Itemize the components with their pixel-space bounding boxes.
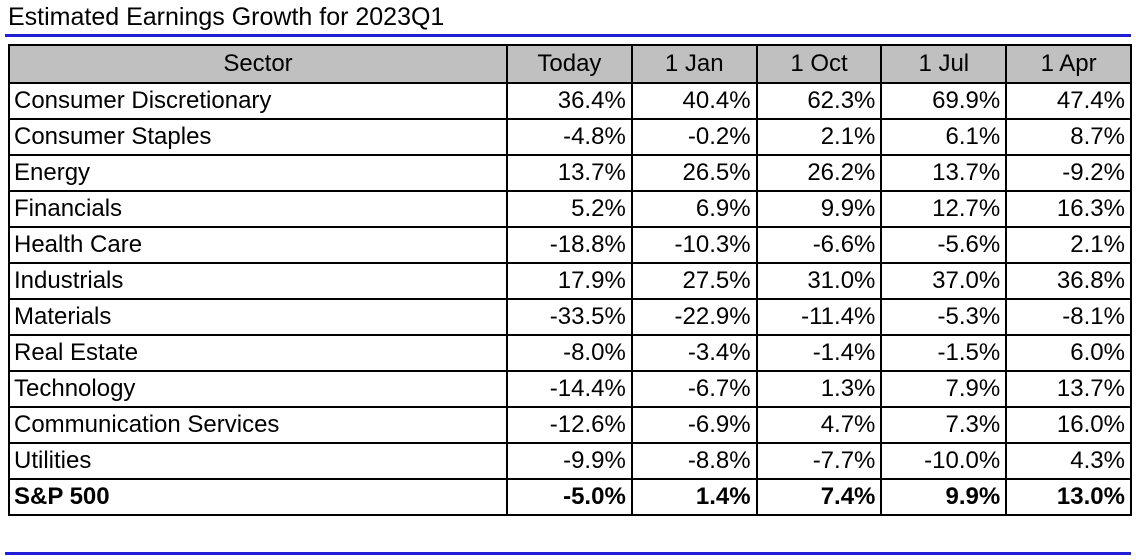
column-header-1-jul: 1 Jul <box>880 44 1008 84</box>
value-cell: 26.5% <box>630 154 758 192</box>
sector-cell: Financials <box>8 190 508 228</box>
value-cell: -8.8% <box>630 442 758 480</box>
value-cell: -10.3% <box>630 226 758 264</box>
value-cell: 13.0% <box>1005 478 1132 516</box>
value-cell: 12.7% <box>880 190 1008 228</box>
title-rule <box>5 34 1131 37</box>
value-cell: -9.9% <box>506 442 633 480</box>
value-cell: 16.3% <box>1005 190 1132 228</box>
value-cell: -10.0% <box>880 442 1008 480</box>
table-row: Health Care -18.8% -10.3% -6.6% -5.6% 2.1% <box>8 226 1132 264</box>
sector-cell: Health Care <box>8 226 508 264</box>
value-cell: -1.5% <box>880 334 1008 372</box>
value-cell: 27.5% <box>630 262 758 300</box>
value-cell: 9.9% <box>755 190 883 228</box>
sector-cell: Energy <box>8 154 508 192</box>
value-cell: 37.0% <box>880 262 1008 300</box>
table-row: Communication Services -12.6% -6.9% 4.7% 7.3… <box>8 406 1132 444</box>
value-cell: -5.3% <box>880 298 1008 336</box>
value-cell: 16.0% <box>1005 406 1132 444</box>
table-row: Real Estate -8.0% -3.4% -1.4% -1.5% 6.0% <box>8 334 1132 372</box>
value-cell: 26.2% <box>755 154 883 192</box>
sector-cell: S&P 500 <box>8 478 508 516</box>
value-cell: 6.1% <box>880 118 1008 156</box>
value-cell: 8.7% <box>1005 118 1132 156</box>
value-cell: -8.0% <box>506 334 633 372</box>
table-row: Financials 5.2% 6.9% 9.9% 12.7% 16.3% <box>8 190 1132 228</box>
value-cell: 13.7% <box>880 154 1008 192</box>
sector-cell: Industrials <box>8 262 508 300</box>
value-cell: -9.2% <box>1005 154 1132 192</box>
value-cell: 62.3% <box>755 82 883 120</box>
table-row: Consumer Discretionary 36.4% 40.4% 62.3% 69.… <box>8 82 1132 120</box>
sector-cell: Utilities <box>8 442 508 480</box>
column-header-1-jan: 1 Jan <box>630 44 758 84</box>
column-header-1-apr: 1 Apr <box>1005 44 1132 84</box>
value-cell: 4.7% <box>755 406 883 444</box>
table-title: Estimated Earnings Growth for 2023Q1 <box>8 3 445 31</box>
value-cell: 7.3% <box>880 406 1008 444</box>
value-cell: -1.4% <box>755 334 883 372</box>
value-cell: -22.9% <box>630 298 758 336</box>
value-cell: -6.6% <box>755 226 883 264</box>
table-row: Utilities -9.9% -8.8% -7.7% -10.0% 4.3% <box>8 442 1132 480</box>
value-cell: 36.4% <box>506 82 633 120</box>
value-cell: 2.1% <box>1005 226 1132 264</box>
value-cell: 13.7% <box>1005 370 1132 408</box>
value-cell: -3.4% <box>630 334 758 372</box>
value-cell: -4.8% <box>506 118 633 156</box>
column-header-today: Today <box>506 44 633 84</box>
sector-cell: Real Estate <box>8 334 508 372</box>
value-cell: -0.2% <box>630 118 758 156</box>
column-header-1-oct: 1 Oct <box>755 44 883 84</box>
column-header-sector: Sector <box>8 44 508 84</box>
value-cell: -18.8% <box>506 226 633 264</box>
bottom-rule <box>5 552 1131 555</box>
value-cell: 17.9% <box>506 262 633 300</box>
value-cell: 6.9% <box>630 190 758 228</box>
table-row: Consumer Staples -4.8% -0.2% 2.1% 6.1% 8.7% <box>8 118 1132 156</box>
earnings-growth-table: Sector Today 1 Jan 1 Oct 1 Jul 1 Apr Con… <box>8 44 1132 516</box>
value-cell: 31.0% <box>755 262 883 300</box>
sector-cell: Communication Services <box>8 406 508 444</box>
value-cell: -5.6% <box>880 226 1008 264</box>
sector-cell: Technology <box>8 370 508 408</box>
value-cell: 7.4% <box>755 478 883 516</box>
value-cell: -8.1% <box>1005 298 1132 336</box>
value-cell: 40.4% <box>630 82 758 120</box>
table-row: Materials -33.5% -22.9% -11.4% -5.3% -8.1% <box>8 298 1132 336</box>
value-cell: 7.9% <box>880 370 1008 408</box>
value-cell: -6.9% <box>630 406 758 444</box>
table-row: Industrials 17.9% 27.5% 31.0% 37.0% 36.8% <box>8 262 1132 300</box>
value-cell: 1.3% <box>755 370 883 408</box>
table-row: Technology -14.4% -6.7% 1.3% 7.9% 13.7% <box>8 370 1132 408</box>
value-cell: -14.4% <box>506 370 633 408</box>
value-cell: -12.6% <box>506 406 633 444</box>
value-cell: 36.8% <box>1005 262 1132 300</box>
table-row: Energy 13.7% 26.5% 26.2% 13.7% -9.2% <box>8 154 1132 192</box>
value-cell: 2.1% <box>755 118 883 156</box>
value-cell: -5.0% <box>506 478 633 516</box>
value-cell: 47.4% <box>1005 82 1132 120</box>
header-row: Sector Today 1 Jan 1 Oct 1 Jul 1 Apr <box>8 44 1132 84</box>
value-cell: 6.0% <box>1005 334 1132 372</box>
sector-cell: Consumer Discretionary <box>8 82 508 120</box>
value-cell: -7.7% <box>755 442 883 480</box>
value-cell: 69.9% <box>880 82 1008 120</box>
value-cell: 5.2% <box>506 190 633 228</box>
value-cell: 9.9% <box>880 478 1008 516</box>
total-row: S&P 500 -5.0% 1.4% 7.4% 9.9% 13.0% <box>8 478 1132 516</box>
value-cell: -11.4% <box>755 298 883 336</box>
sector-cell: Consumer Staples <box>8 118 508 156</box>
value-cell: 1.4% <box>630 478 758 516</box>
value-cell: 13.7% <box>506 154 633 192</box>
value-cell: -33.5% <box>506 298 633 336</box>
sector-cell: Materials <box>8 298 508 336</box>
value-cell: -6.7% <box>630 370 758 408</box>
value-cell: 4.3% <box>1005 442 1132 480</box>
